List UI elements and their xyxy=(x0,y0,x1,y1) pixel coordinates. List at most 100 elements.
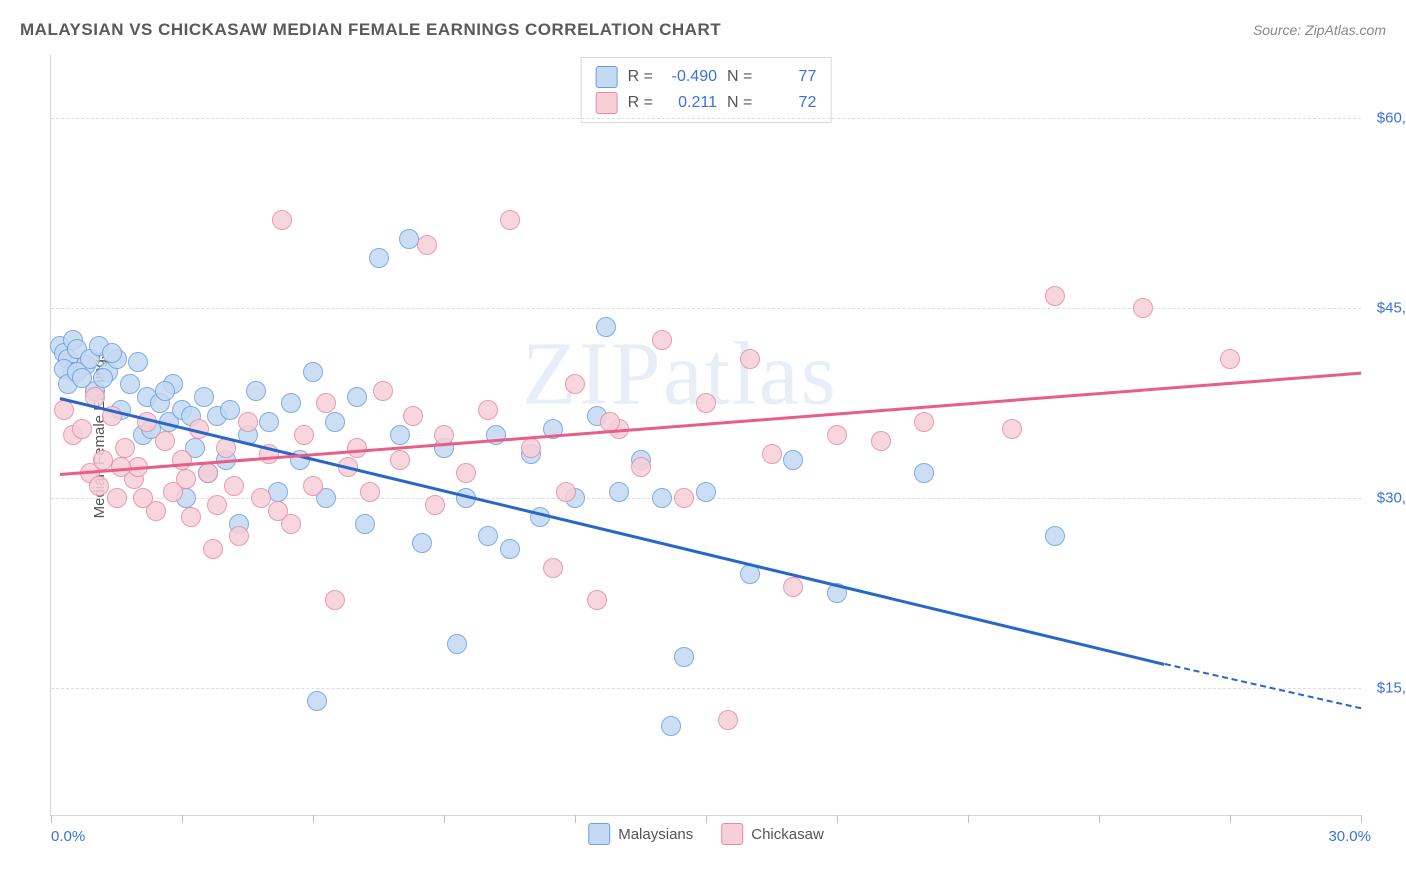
data-point xyxy=(72,368,92,388)
data-point xyxy=(914,412,934,432)
gridline xyxy=(51,308,1361,309)
data-point xyxy=(360,482,380,502)
xtick xyxy=(837,815,838,823)
data-point xyxy=(556,482,576,502)
data-point xyxy=(390,450,410,470)
data-point xyxy=(1045,526,1065,546)
trend-line xyxy=(59,397,1164,665)
data-point xyxy=(390,425,410,445)
data-point xyxy=(181,507,201,527)
stat-n-label: N = xyxy=(727,64,752,90)
xtick xyxy=(51,815,52,823)
data-point xyxy=(303,476,323,496)
stat-r-label: R = xyxy=(628,90,653,116)
data-point xyxy=(316,393,336,413)
stats-row-malaysians: R = -0.490 N = 77 xyxy=(596,64,817,90)
gridline xyxy=(51,688,1361,689)
data-point xyxy=(128,352,148,372)
data-point xyxy=(425,495,445,515)
data-point xyxy=(176,469,196,489)
data-point xyxy=(155,381,175,401)
data-point xyxy=(347,438,367,458)
xtick xyxy=(313,815,314,823)
data-point xyxy=(207,495,227,515)
ytick-label: $60,000 xyxy=(1367,110,1406,127)
data-point xyxy=(93,368,113,388)
legend-label: Malaysians xyxy=(618,826,693,843)
data-point xyxy=(303,362,323,382)
data-point xyxy=(268,482,288,502)
data-point xyxy=(696,482,716,502)
data-point xyxy=(652,330,672,350)
data-point xyxy=(783,577,803,597)
data-point xyxy=(224,476,244,496)
data-point xyxy=(1002,419,1022,439)
legend-label: Chickasaw xyxy=(751,826,824,843)
data-point xyxy=(89,476,109,496)
data-point xyxy=(194,387,214,407)
data-point xyxy=(565,374,585,394)
xtick xyxy=(182,815,183,823)
xtick xyxy=(706,815,707,823)
data-point xyxy=(1220,349,1240,369)
data-point xyxy=(220,400,240,420)
legend-item-malaysians: Malaysians xyxy=(588,823,693,845)
data-point xyxy=(521,438,541,458)
swatch-icon xyxy=(596,92,618,114)
data-point xyxy=(827,425,847,445)
data-point xyxy=(259,412,279,432)
data-point xyxy=(914,463,934,483)
data-point xyxy=(281,393,301,413)
data-point xyxy=(417,235,437,255)
data-point xyxy=(500,210,520,230)
ytick-label: $15,000 xyxy=(1367,680,1406,697)
data-point xyxy=(355,514,375,534)
stats-row-chickasaw: R = 0.211 N = 72 xyxy=(596,90,817,116)
trend-line xyxy=(1164,663,1361,709)
xtick xyxy=(444,815,445,823)
gridline xyxy=(51,118,1361,119)
data-point xyxy=(198,463,218,483)
stats-legend-box: R = -0.490 N = 77 R = 0.211 N = 72 xyxy=(581,57,832,123)
data-point xyxy=(307,691,327,711)
scatter-chart: Median Female Earnings ZIPatlas 0.0% 30.… xyxy=(50,55,1361,816)
data-point xyxy=(543,558,563,578)
data-point xyxy=(740,349,760,369)
data-point xyxy=(674,647,694,667)
data-point xyxy=(587,590,607,610)
data-point xyxy=(54,400,74,420)
data-point xyxy=(762,444,782,464)
data-point xyxy=(115,438,135,458)
xtick xyxy=(575,815,576,823)
xtick xyxy=(1230,815,1231,823)
stat-n-value: 77 xyxy=(762,64,816,90)
data-point xyxy=(783,450,803,470)
data-point xyxy=(325,412,345,432)
data-point xyxy=(325,590,345,610)
stat-n-label: N = xyxy=(727,90,752,116)
ytick-label: $45,000 xyxy=(1367,300,1406,317)
data-point xyxy=(1133,298,1153,318)
data-point xyxy=(871,431,891,451)
data-point xyxy=(718,710,738,730)
data-point xyxy=(412,533,432,553)
data-point xyxy=(609,482,629,502)
data-point xyxy=(347,387,367,407)
data-point xyxy=(661,716,681,736)
ytick-label: $30,000 xyxy=(1367,490,1406,507)
data-point xyxy=(403,406,423,426)
stat-r-label: R = xyxy=(628,64,653,90)
xtick xyxy=(1099,815,1100,823)
data-point xyxy=(120,374,140,394)
data-point xyxy=(696,393,716,413)
xtick xyxy=(1361,815,1362,823)
data-point xyxy=(456,463,476,483)
data-point xyxy=(478,400,498,420)
data-point xyxy=(631,457,651,477)
stat-r-value: -0.490 xyxy=(663,64,717,90)
data-point xyxy=(1045,286,1065,306)
data-point xyxy=(229,526,249,546)
data-point xyxy=(478,526,498,546)
swatch-icon xyxy=(588,823,610,845)
data-point xyxy=(447,634,467,654)
